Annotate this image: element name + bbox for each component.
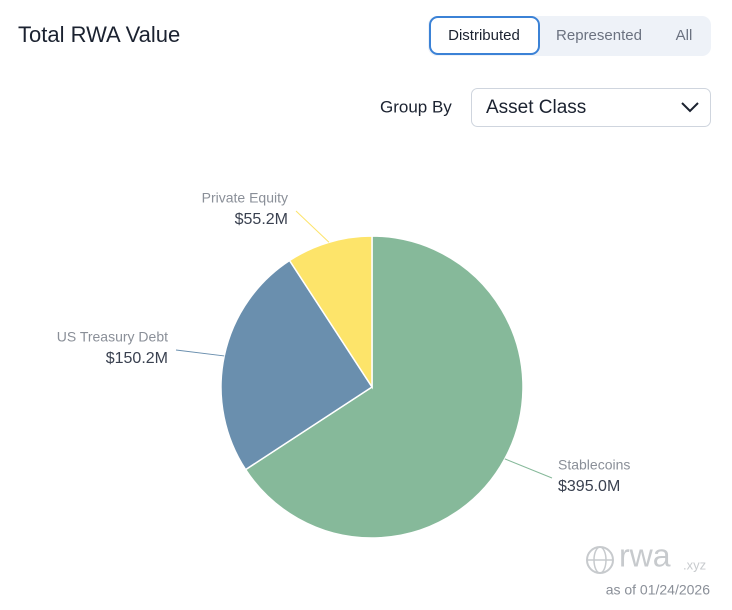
tab[interactable]: All (676, 27, 693, 44)
watermark: rwa .xyz (586, 537, 706, 574)
group-by-label: Group By (380, 97, 452, 116)
slice-value: $395.0M (558, 478, 620, 495)
brand: rwa (619, 537, 671, 573)
chevron (681, 102, 699, 113)
slice-value: $150.2M (106, 350, 168, 367)
slice-label: Private Equity (202, 190, 288, 206)
slice-label: Stablecoins (558, 457, 630, 473)
tab[interactable]: Distributed (448, 27, 520, 44)
tab[interactable]: Represented (556, 27, 642, 44)
slice-label: US Treasury Debt (57, 329, 168, 345)
brand-suffix: .xyz (683, 557, 706, 572)
dropdown[interactable] (471, 88, 711, 127)
pie-slice (244, 235, 524, 539)
leader-line (175, 349, 225, 357)
leader-line (295, 210, 330, 243)
pie: Stablecoins $395.0M US Treasury Debt $150.2… (57, 190, 630, 539)
leader-line (504, 458, 553, 479)
pie-slice (288, 235, 373, 390)
slice-value: $55.2M (235, 211, 288, 228)
as-of: as of 01/24/2026 (606, 582, 711, 598)
dropdown-value[interactable]: Asset Class (486, 97, 586, 118)
tab-active[interactable] (429, 16, 540, 55)
title: Total RWA Value (18, 22, 180, 47)
